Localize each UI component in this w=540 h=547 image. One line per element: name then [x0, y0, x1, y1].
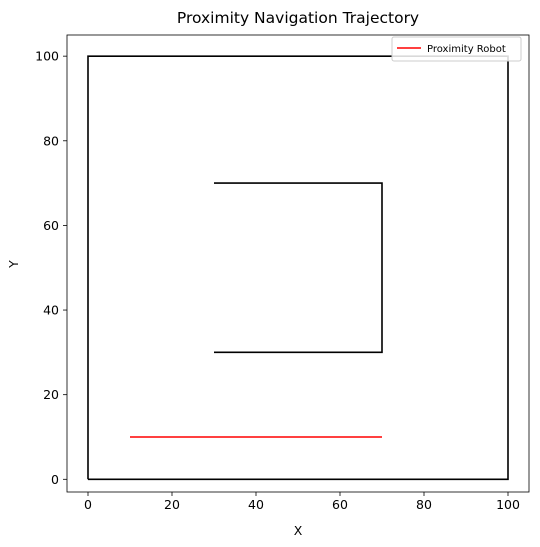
legend-box — [391, 36, 522, 62]
x-tick-label: 40 — [248, 497, 264, 512]
y-tick-label: 40 — [43, 303, 59, 318]
x-tick-label: 60 — [332, 497, 348, 512]
plot-area — [87, 55, 509, 481]
x-axis: 0 20 40 60 80 100 — [84, 492, 520, 512]
x-tick-label: 100 — [496, 497, 520, 512]
y-axis-label: Y — [6, 260, 21, 269]
plot-frame — [66, 34, 530, 493]
y-axis: 0 20 40 60 80 100 — [35, 49, 67, 487]
legend: Proximity Robot — [391, 36, 522, 62]
x-tick-label: 80 — [416, 497, 432, 512]
x-tick-label: 0 — [84, 497, 92, 512]
y-tick-label: 80 — [43, 133, 59, 148]
x-tick-label: 20 — [164, 497, 180, 512]
y-tick-label: 0 — [51, 472, 59, 487]
chart-title: Proximity Navigation Trajectory — [177, 9, 419, 27]
x-axis-label: X — [294, 523, 303, 538]
y-tick-label: 100 — [35, 49, 59, 64]
wall-1 — [87, 55, 509, 481]
y-tick-label: 60 — [43, 218, 59, 233]
legend-label: Proximity Robot — [427, 44, 506, 55]
wall-2 — [214, 182, 383, 354]
y-tick-label: 20 — [43, 387, 59, 402]
